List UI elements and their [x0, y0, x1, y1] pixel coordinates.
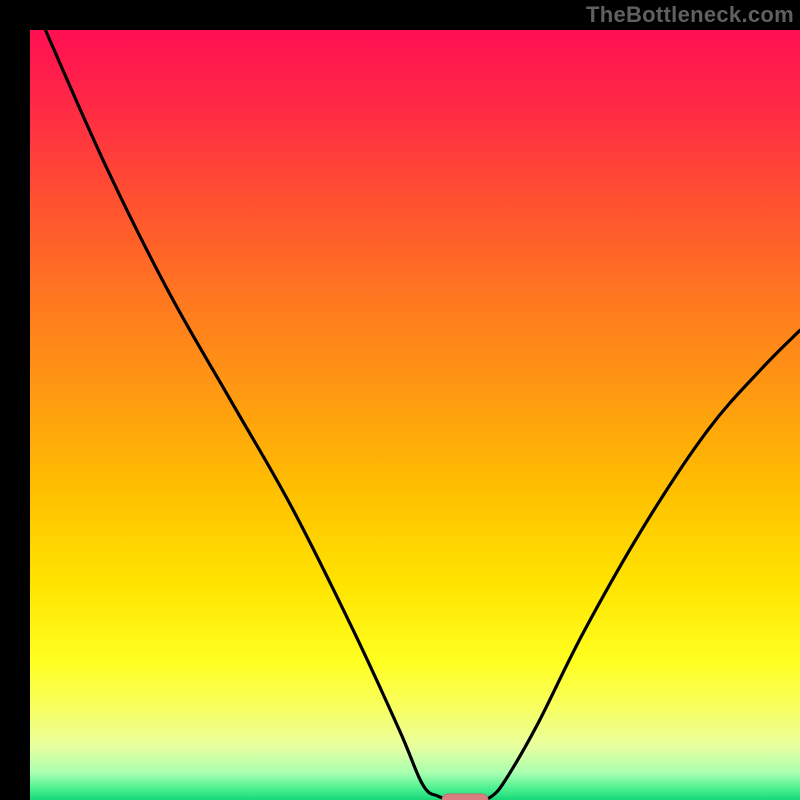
bottleneck-chart — [30, 30, 800, 800]
chart-container: TheBottleneck.com — [0, 0, 800, 800]
optimal-zone-marker — [442, 794, 488, 800]
gradient-background — [30, 30, 800, 800]
plot-area — [30, 30, 800, 800]
watermark-text: TheBottleneck.com — [586, 2, 794, 28]
